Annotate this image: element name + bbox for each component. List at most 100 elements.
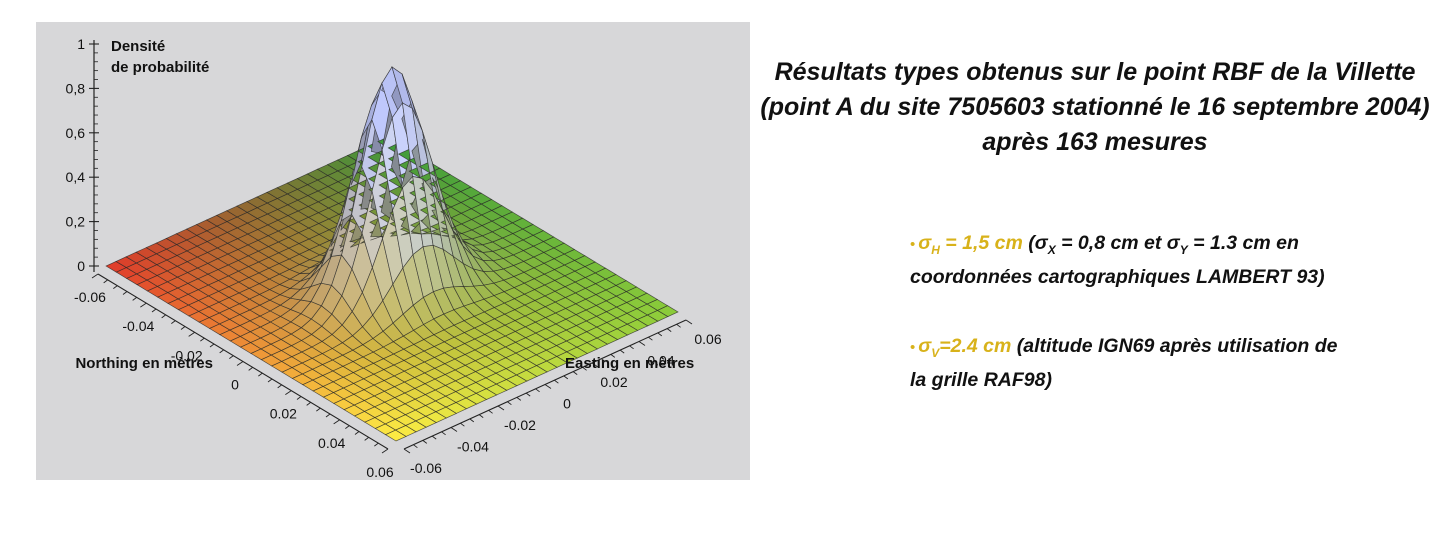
z-tick-label: 0,6	[66, 125, 86, 141]
sigma-amount: = 1,5 cm	[939, 232, 1023, 254]
x-tick	[151, 308, 157, 313]
sigma-symbol: σ	[918, 232, 932, 254]
x-tick-label: 0.04	[318, 435, 345, 451]
x-tick	[219, 349, 224, 354]
x-tick-label: 0	[231, 377, 239, 393]
x-tick	[364, 436, 369, 441]
y-tick	[469, 418, 475, 423]
y-tick	[629, 345, 634, 350]
y-tick	[441, 431, 446, 436]
y-tick	[676, 323, 681, 328]
x-tick	[188, 331, 195, 337]
y-tick	[478, 414, 484, 418]
y-tick	[657, 332, 663, 337]
y-tick-label: 0	[563, 396, 571, 412]
x-tick	[113, 285, 118, 290]
z-tick-label: 0,4	[66, 169, 86, 185]
y-tick	[535, 388, 540, 393]
x-tick	[180, 326, 186, 330]
surface-plot: 1 0,8 0,6 0,4 0,2 0 Densité de probabilité -0.06…	[66, 36, 722, 480]
x-tick	[236, 361, 244, 366]
x-tick-label: -0.02	[171, 347, 203, 363]
y-tick	[582, 366, 587, 371]
y-tick	[516, 397, 522, 401]
y-tick-label: -0.06	[410, 460, 442, 476]
x-axis-title: Northing en mètres	[75, 355, 213, 372]
bullet-text: (altitude IGN69 après utilisation de la …	[910, 335, 1338, 391]
y-tick	[610, 354, 616, 358]
y-tick	[525, 392, 531, 397]
z-axis-title: de probabilité	[111, 59, 209, 76]
surface-mesh	[105, 66, 679, 442]
slide-title: Résultats types obtenus sur le point RBF…	[760, 58, 1430, 156]
surface-cell	[656, 305, 679, 317]
y-tick-label: 0.06	[694, 331, 721, 347]
x-tick	[200, 337, 205, 342]
bullet-text: = 1.3 cm en coordonnées cartographiques …	[910, 232, 1325, 288]
bullet-marker: •	[910, 339, 916, 356]
x-tick	[354, 431, 360, 435]
y-tick	[619, 349, 625, 354]
chart-panel: 1 0,8 0,6 0,4 0,2 0 Densité de probabilité -0.06…	[36, 22, 750, 480]
sigma-subscript: V	[931, 345, 940, 360]
bullet-sigma-v: • σV=2.4 cm (altitude IGN69 après utilisa…	[910, 333, 1350, 394]
y-tick	[685, 319, 693, 325]
y-tick	[403, 448, 411, 454]
x-tick-label: -0.04	[122, 318, 154, 334]
sigma-subscript: H	[931, 242, 940, 257]
z-axis-title: Densité	[111, 38, 165, 55]
sigma-symbol: σ	[918, 335, 932, 357]
z-tick-label: 1	[77, 36, 85, 52]
sigma-value: σV=2.4 cm	[918, 335, 1011, 360]
x-tick	[229, 355, 234, 360]
x-tick	[267, 378, 273, 383]
y-tick-label: 0.02	[600, 374, 627, 390]
x-tick	[381, 448, 389, 454]
y-tick-label: -0.02	[504, 417, 536, 433]
sigma-value: σH = 1,5 cm	[918, 232, 1023, 257]
x-tick	[248, 366, 253, 371]
axes: 1 0,8 0,6 0,4 0,2 0 Densité de probabilité -0.06…	[66, 36, 722, 480]
y-tick	[563, 375, 569, 380]
y-tick	[431, 435, 437, 440]
y-tick	[450, 427, 458, 432]
x-tick	[171, 320, 176, 325]
y-tick	[413, 444, 418, 449]
bullet-text: X	[1047, 242, 1056, 257]
x-tick-label: -0.06	[74, 289, 106, 305]
y-tick-label: 0.04	[647, 353, 674, 369]
x-tick	[209, 343, 215, 348]
bullet-text: (σ	[1022, 232, 1048, 254]
z-tick-label: 0	[77, 258, 85, 274]
x-tick	[374, 442, 379, 447]
x-tick	[306, 401, 311, 406]
bullet-text: Y	[1179, 242, 1188, 257]
bullet-sigma-h: • σH = 1,5 cm (σX = 0,8 cm et σY = 1.3 cm…	[910, 230, 1350, 291]
y-tick	[497, 405, 505, 411]
y-tick	[638, 341, 646, 346]
y-tick	[460, 422, 465, 427]
y-tick	[591, 362, 599, 368]
bullet-marker: •	[910, 236, 916, 253]
y-tick	[601, 358, 606, 363]
z-tick-label: 0,8	[66, 80, 86, 96]
x-tick	[316, 407, 321, 412]
y-tick-label: -0.04	[457, 439, 489, 455]
x-tick	[103, 279, 108, 284]
y-tick	[572, 371, 578, 375]
y-tick	[666, 328, 672, 332]
bullet-text: = 0,8 cm et σ	[1055, 232, 1180, 254]
y-tick	[507, 401, 512, 406]
x-tick	[140, 302, 147, 308]
z-tick-label: 0,2	[66, 214, 86, 230]
x-tick	[132, 296, 137, 301]
x-tick	[258, 372, 263, 377]
x-tick	[91, 273, 99, 279]
y-tick	[554, 379, 559, 384]
x-tick	[345, 425, 350, 430]
y-tick	[488, 409, 493, 414]
x-tick	[277, 384, 282, 389]
y-tick	[544, 384, 552, 389]
x-tick	[333, 419, 340, 425]
y-tick	[648, 336, 653, 341]
